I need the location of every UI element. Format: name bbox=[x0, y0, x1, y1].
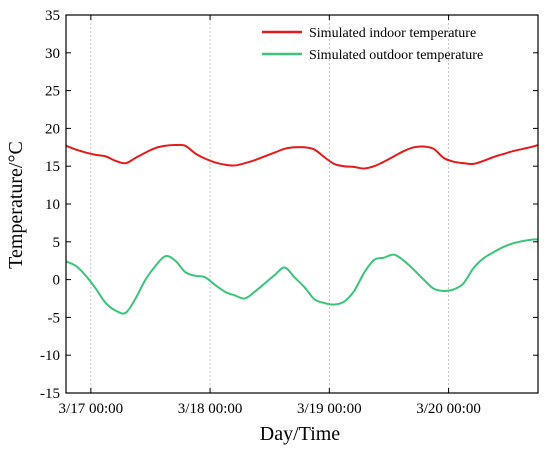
y-tick-label: -5 bbox=[48, 310, 61, 326]
legend-label-outdoor: Simulated outdoor temperature bbox=[309, 48, 483, 63]
series-line-outdoor bbox=[65, 238, 539, 315]
tick-layer: -15 -10 -5 0 5 10 15 20 25 30 35 3/17 00:00 3/18 00:… bbox=[40, 8, 538, 417]
y-tick-label: 25 bbox=[45, 84, 60, 100]
y-tick-label: 10 bbox=[45, 197, 60, 213]
y-tick-label: 30 bbox=[45, 46, 60, 62]
series-layer bbox=[65, 143, 539, 315]
grid-layer bbox=[90, 15, 449, 393]
y-axis-title: Temperature/°C bbox=[5, 141, 27, 269]
x-tick-label: 3/20 00:00 bbox=[416, 401, 481, 417]
y-tick-label: -15 bbox=[40, 386, 60, 402]
y-tick-label: 20 bbox=[45, 121, 60, 137]
x-axis-title: Day/Time bbox=[260, 423, 341, 445]
axis-layer bbox=[65, 14, 539, 394]
series-line-indoor bbox=[65, 143, 539, 170]
legend-label-indoor: Simulated indoor temperature bbox=[309, 26, 476, 41]
legend: Simulated indoor temperature Simulated o… bbox=[262, 26, 483, 63]
y-tick-label: 5 bbox=[53, 235, 61, 251]
x-tick-label: 3/17 00:00 bbox=[59, 401, 124, 417]
x-tick-label: 3/19 00:00 bbox=[297, 401, 362, 417]
y-tick-label: 35 bbox=[45, 8, 60, 24]
x-tick-label: 3/18 00:00 bbox=[178, 401, 243, 417]
y-tick-label: 15 bbox=[45, 159, 60, 175]
y-tick-label: -10 bbox=[40, 348, 60, 364]
y-tick-label: 0 bbox=[53, 273, 61, 289]
plot-frame bbox=[65, 14, 539, 394]
